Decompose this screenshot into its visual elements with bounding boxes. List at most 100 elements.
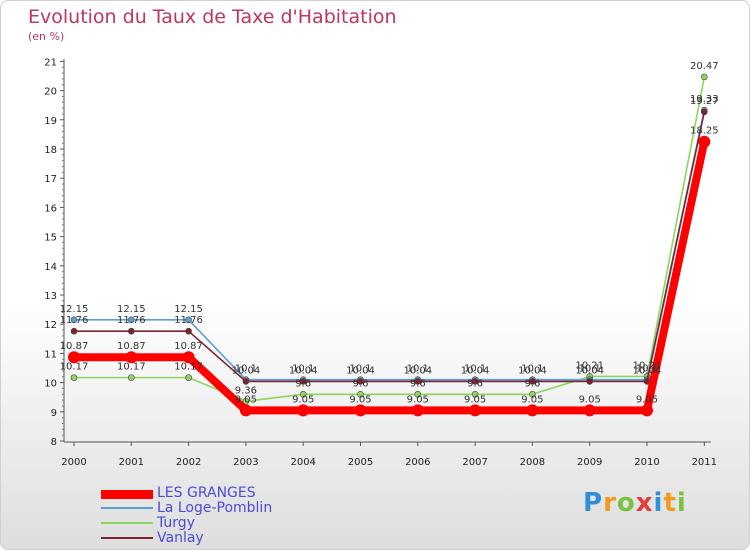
data-label-vanlay-2003: 10.04 — [232, 365, 261, 376]
data-label-vanlay-2000: 11.76 — [60, 315, 89, 326]
data-label-les-granges-2001: 10.87 — [117, 341, 146, 352]
data-label-la-loge-pomblin-2010: 10.1 — [636, 364, 658, 375]
logo-letter: o — [616, 488, 636, 518]
data-label-les-granges-2010: 9.05 — [636, 394, 658, 405]
data-label-la-loge-pomblin-2002: 12.15 — [174, 304, 203, 315]
x-tick-label: 2011 — [692, 457, 717, 468]
legend-swatch-turgy — [101, 522, 153, 524]
x-tick-label: 2004 — [290, 457, 315, 468]
data-point-les-granges-2005 — [354, 404, 367, 417]
data-label-turgy-2008: 9.6 — [524, 378, 540, 389]
data-label-vanlay-2007: 10.04 — [461, 365, 490, 376]
x-ticks: 2000 2001 2002 2003 2004 2005 2006 2007 2008 2009… — [61, 442, 717, 468]
data-point-les-granges-2009 — [583, 404, 596, 417]
data-label-les-granges-2008: 9.05 — [521, 394, 543, 405]
data-point-les-granges-2010 — [641, 404, 653, 417]
data-label-la-loge-pomblin-2004: 10.1 — [292, 364, 314, 375]
x-tick-label: 2001 — [119, 457, 144, 468]
data-point-turgy-2011 — [700, 73, 708, 81]
series-lines — [68, 73, 711, 417]
y-tick-label: 10 — [44, 379, 57, 390]
data-label-les-granges-2005: 9.05 — [349, 394, 371, 405]
data-label-turgy-2002: 10.17 — [174, 362, 203, 373]
data-label-les-granges-2007: 9.05 — [464, 394, 486, 405]
data-point-turgy-2002 — [185, 374, 192, 381]
logo-letter: t — [663, 488, 677, 518]
data-point-vanlay-2000 — [70, 327, 78, 335]
data-label-les-granges-2000: 10.87 — [60, 341, 89, 352]
legend-label-les-granges: LES GRANGES — [157, 485, 256, 501]
data-label-vanlay-2011: 19.27 — [690, 96, 719, 107]
y-tick-label: 17 — [44, 174, 57, 185]
legend-label-la-loge-pomblin: La Loge-Pomblin — [157, 500, 273, 516]
data-point-vanlay-2005 — [357, 378, 364, 385]
chart-title: Evolution du Taux de Taxe d'Habitation — [28, 6, 397, 28]
y-tick-label: 14 — [44, 262, 57, 273]
data-point-vanlay-2003 — [242, 378, 250, 385]
logo-letter: r — [603, 488, 617, 518]
x-tick-label: 2003 — [233, 457, 258, 468]
data-label-les-granges-2009: 9.05 — [579, 394, 601, 405]
data-label-la-loge-pomblin-2001: 12.15 — [117, 304, 146, 315]
data-label-turgy-2003: 9.36 — [235, 385, 257, 396]
x-tick-label: 2005 — [348, 457, 373, 468]
x-tick-label: 2010 — [634, 457, 659, 468]
legend-label-vanlay: Vanlay — [157, 530, 204, 546]
data-label-les-granges-2002: 10.87 — [174, 341, 203, 352]
data-point-vanlay-2004 — [299, 378, 307, 385]
chart-unit: (en %) — [28, 30, 65, 43]
data-point-les-granges-2000 — [68, 351, 80, 364]
data-label-les-granges-2004: 9.05 — [292, 394, 314, 405]
data-label-turgy-2001: 10.17 — [117, 362, 146, 373]
data-label-les-granges-2011: 18.25 — [690, 126, 719, 137]
data-label-turgy-2006: 9.6 — [410, 378, 426, 389]
data-label-turgy-2011: 20.47 — [690, 61, 719, 72]
series-line-turgy — [74, 76, 706, 403]
data-label-vanlay-2010: 10.04 — [633, 365, 662, 376]
legend-swatch-la-loge-pomblin — [101, 507, 153, 509]
data-point-les-granges-2004 — [297, 404, 310, 417]
data-point-les-granges-2008 — [526, 404, 539, 417]
data-point-turgy-2001 — [128, 374, 135, 381]
data-label-les-granges-2006: 9.05 — [407, 394, 429, 405]
series-line-les-granges — [74, 140, 709, 415]
data-label-la-loge-pomblin-2003: 10.1 — [235, 364, 257, 375]
y-tick-label: 20 — [44, 87, 57, 98]
data-point-les-granges-2011 — [698, 135, 711, 148]
data-point-vanlay-2002 — [185, 327, 192, 335]
x-tick-label: 2006 — [405, 457, 430, 468]
y-tick-label: 9 — [51, 408, 57, 419]
data-point-vanlay-2001 — [128, 327, 135, 335]
x-tick-label: 2002 — [176, 457, 201, 468]
data-point-turgy-2007 — [471, 390, 479, 398]
data-label-la-loge-pomblin-2000: 12.15 — [60, 304, 89, 315]
data-label-vanlay-2008: 10.04 — [518, 365, 547, 376]
data-point-les-granges-2007 — [469, 404, 482, 417]
data-point-vanlay-2007 — [471, 378, 479, 385]
data-label-les-granges-2003: 9.05 — [235, 394, 257, 405]
legend-label-turgy: Turgy — [157, 515, 195, 531]
y-tick-label: 13 — [44, 291, 57, 302]
legend-swatch-les-granges — [101, 490, 153, 499]
series-line-la-loge-pomblin — [74, 109, 706, 381]
data-point-turgy-2004 — [299, 390, 307, 398]
y-tick-label: 12 — [44, 320, 57, 331]
data-label-la-loge-pomblin-2005: 10.1 — [349, 364, 371, 375]
data-point-turgy-2000 — [70, 374, 78, 381]
data-point-les-granges-2006 — [411, 404, 424, 417]
y-tick-label: 19 — [44, 116, 57, 127]
x-tick-label: 2009 — [577, 457, 602, 468]
data-point-turgy-2003 — [242, 397, 250, 405]
data-label-turgy-2007: 9.6 — [467, 378, 483, 389]
data-label-vanlay-2001: 11.76 — [117, 315, 146, 326]
series-line-vanlay — [74, 111, 706, 383]
y-tick-label: 21 — [44, 57, 57, 68]
data-labels: 10.17 10.17 10.179.369.6 9.6 9.6 9.6 9.610.21 1… — [60, 61, 719, 405]
logo-letter: i — [676, 488, 687, 518]
data-label-vanlay-2006: 10.04 — [403, 365, 432, 376]
data-point-la-loge-pomblin-2000 — [70, 316, 78, 324]
data-label-vanlay-2005: 10.04 — [346, 365, 375, 376]
y-ticks: 8 9 10 11 12 13 14 15 16 17 18 19 20 21 — [44, 57, 64, 448]
data-label-la-loge-pomblin-2011: 19.33 — [690, 94, 719, 105]
